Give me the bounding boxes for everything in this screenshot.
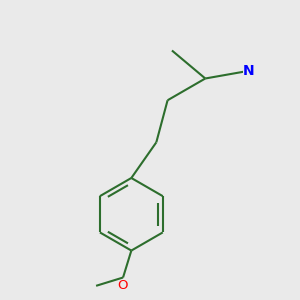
Text: O: O xyxy=(117,279,127,292)
Text: N: N xyxy=(242,64,254,78)
